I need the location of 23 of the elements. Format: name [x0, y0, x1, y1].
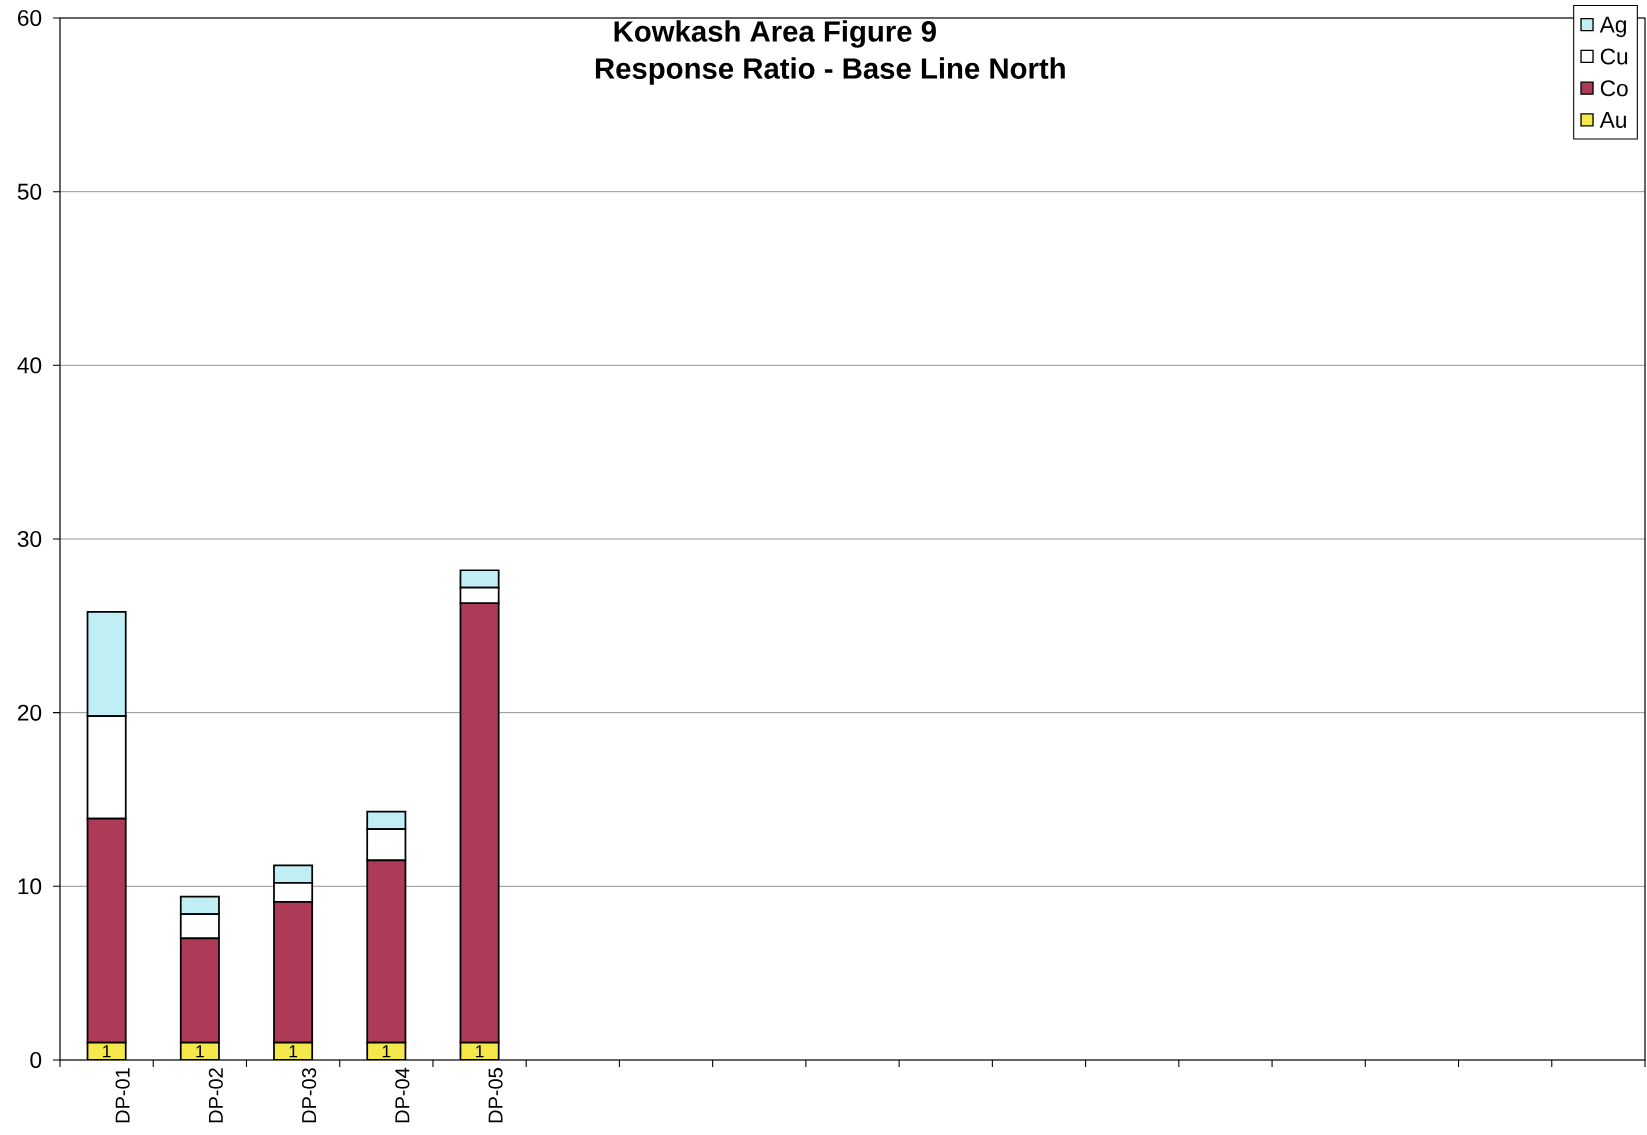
- legend-label: Au: [1599, 112, 1626, 128]
- legend-label: Ag: [1599, 16, 1626, 38]
- data-label: 1: [382, 1045, 391, 1058]
- data-label: 1: [196, 1045, 204, 1058]
- y-tick-label: 10: [18, 878, 42, 895]
- y-tick-label: 0: [30, 1051, 42, 1069]
- x-tick-label: DP-01: [115, 1068, 130, 1123]
- chart-title: Kowkash Area Figure 9: [614, 20, 936, 48]
- data-label: 1: [476, 1045, 484, 1058]
- y-tick-label: 50: [17, 183, 42, 200]
- x-tick-label: DP-05: [488, 1068, 503, 1123]
- y-tick-label: 40: [17, 357, 42, 374]
- text: Response Ratio - Base Line North: [595, 57, 1065, 85]
- legend-label: Co: [1600, 80, 1628, 97]
- y-tick-label: 30: [17, 530, 42, 548]
- x-tick-label: DP-04: [395, 1067, 410, 1123]
- y-tick-label: 60: [18, 9, 42, 27]
- data-label: 1: [289, 1045, 298, 1058]
- y-tick-label: 20: [18, 704, 42, 721]
- legend-label: Cu: [1600, 48, 1628, 65]
- data-label: 1: [103, 1045, 111, 1058]
- x-tick-label: DP-02: [208, 1068, 223, 1123]
- x-tick-label: DP-03: [302, 1068, 317, 1123]
